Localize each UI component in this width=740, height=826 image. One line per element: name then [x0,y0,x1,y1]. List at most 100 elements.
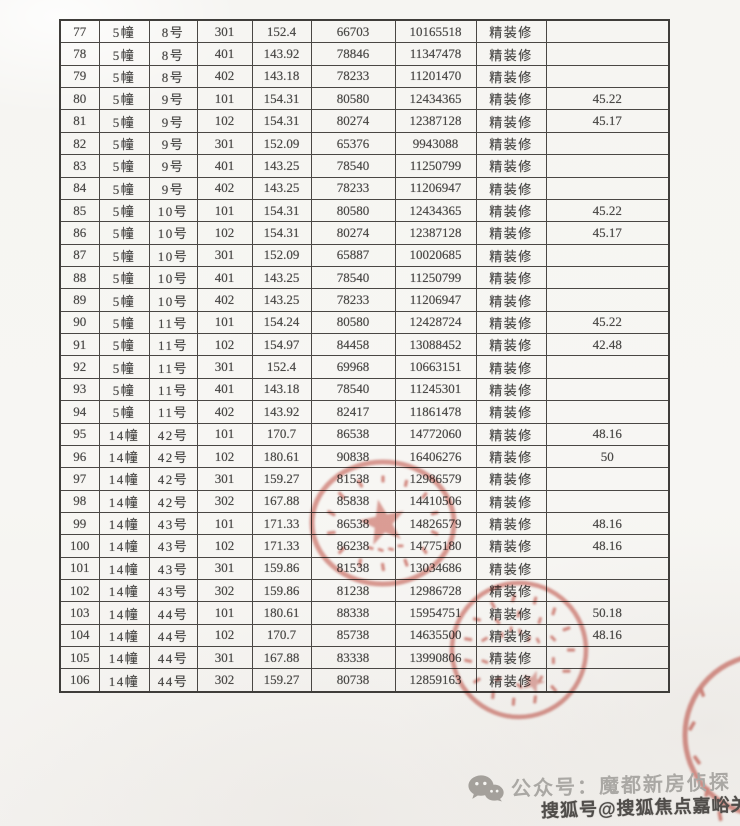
wechat-watermark: 公众号：魔都新房侦探 [468,766,732,803]
table-row: 95 14幢 42号 101 170.7 86538 14772060 精装修 48.16 [59,422,670,446]
cell-unit: 44号 [148,601,198,625]
cell-extra_value: 48.16 [545,422,670,446]
cell-area_sqm: 180.61 [251,601,312,625]
cell-unit: 11号 [148,400,198,424]
cell-building: 14幢 [98,534,150,558]
table-row: 105 14幢 44号 301 167.88 83338 13990806 精装修 [59,646,670,670]
cell-total_price: 13990806 [394,646,477,670]
cell-room: 102 [196,109,253,133]
cell-unit_price: 78233 [310,288,396,312]
cell-building: 14幢 [98,646,150,670]
cell-unit: 42号 [148,444,198,469]
cell-unit_price: 81538 [310,556,396,581]
cell-total_price: 12434365 [394,87,477,111]
cell-building: 14幢 [98,601,150,625]
cell-total_price: 14775180 [394,534,477,558]
cell-room: 301 [196,19,253,44]
cell-unit_price: 81538 [310,467,396,491]
cell-extra_value [545,467,670,491]
cell-unit_price: 78540 [310,377,396,402]
table-row: 102 14幢 43号 302 159.86 81238 12986728 精装修 [59,579,670,603]
cell-index: 87 [59,243,100,268]
cell-area_sqm: 143.18 [251,64,312,89]
cell-area_sqm: 171.33 [251,534,312,558]
cell-index: 97 [59,467,100,491]
cell-room: 102 [196,221,253,245]
cell-area_sqm: 154.31 [251,109,312,133]
cell-total_price: 11347478 [394,42,477,66]
cell-room: 301 [196,646,253,670]
cell-room: 401 [196,377,253,402]
table-row: 98 14幢 42号 302 167.88 85838 14410506 精装修 [59,489,670,513]
cell-area_sqm: 159.27 [251,467,312,491]
table-row: 84 5幢 9号 402 143.25 78233 11206947 精装修 [59,176,670,200]
cell-unit: 11号 [148,310,198,335]
cell-total_price: 12387128 [394,109,477,133]
cell-extra_value [545,668,670,693]
table-row: 91 5幢 11号 102 154.97 84458 13088452 精装修 42.48 [59,333,670,357]
cell-area_sqm: 180.61 [251,444,312,469]
cell-unit: 10号 [148,243,198,268]
cell-index: 106 [59,668,100,693]
cell-decoration: 精装修 [475,333,547,357]
cell-decoration: 精装修 [475,198,547,223]
wechat-icon [468,774,504,801]
cell-total_price: 16406276 [394,444,477,469]
cell-extra_value [545,64,670,89]
cell-unit_price: 86238 [310,534,396,558]
cell-unit_price: 84458 [310,333,396,357]
cell-building: 14幢 [98,623,150,648]
cell-unit_price: 78846 [310,42,396,66]
cell-building: 14幢 [98,444,150,469]
cell-unit: 10号 [148,265,198,290]
cell-decoration: 精装修 [475,623,547,648]
cell-room: 102 [196,623,253,648]
cell-building: 14幢 [98,467,150,491]
cell-extra_value [545,288,670,312]
cell-index: 77 [59,19,100,44]
table-row: 92 5幢 11号 301 152.4 69968 10663151 精装修 [59,355,670,379]
cell-unit: 11号 [148,355,198,379]
cell-total_price: 15954751 [394,601,477,625]
cell-room: 402 [196,64,253,89]
cell-total_price: 10165518 [394,19,477,44]
cell-extra_value [545,154,670,178]
table-row: 100 14幢 43号 102 171.33 86238 14775180 精装修 48.16 [59,534,670,558]
cell-total_price: 13088452 [394,333,477,357]
cell-index: 95 [59,422,100,446]
cell-decoration: 精装修 [475,422,547,446]
cell-building: 14幢 [98,489,150,513]
cell-extra_value: 45.17 [545,109,670,133]
cell-unit_price: 78233 [310,64,396,89]
cell-unit: 9号 [148,154,198,178]
cell-room: 401 [196,154,253,178]
cell-decoration: 精装修 [475,489,547,513]
cell-building: 5幢 [98,19,150,44]
cell-unit: 9号 [148,87,198,111]
cell-room: 101 [196,310,253,335]
sohu-account-label: 搜狐号@搜狐焦点嘉峪关站 [540,793,740,821]
cell-building: 14幢 [98,511,150,536]
cell-total_price: 14772060 [394,422,477,446]
cell-index: 101 [59,556,100,581]
cell-decoration: 精装修 [475,42,547,66]
cell-unit_price: 86538 [310,422,396,446]
cell-total_price: 11201470 [394,64,477,89]
table-row: 103 14幢 44号 101 180.61 88338 15954751 精装修 50.18 [59,601,670,625]
cell-unit: 44号 [148,646,198,670]
cell-area_sqm: 152.09 [251,131,312,156]
cell-building: 5幢 [98,400,150,424]
cell-index: 82 [59,131,100,156]
cell-unit: 43号 [148,534,198,558]
cell-room: 302 [196,489,253,513]
cell-unit: 11号 [148,333,198,357]
cell-unit_price: 78540 [310,265,396,290]
cell-index: 84 [59,176,100,200]
cell-index: 90 [59,310,100,335]
cell-unit_price: 78233 [310,176,396,200]
cell-building: 5幢 [98,333,150,357]
cell-area_sqm: 143.25 [251,265,312,290]
cell-decoration: 精装修 [475,646,547,670]
cell-building: 5幢 [98,243,150,268]
table-row: 81 5幢 9号 102 154.31 80274 12387128 精装修 45.17 [59,109,670,133]
